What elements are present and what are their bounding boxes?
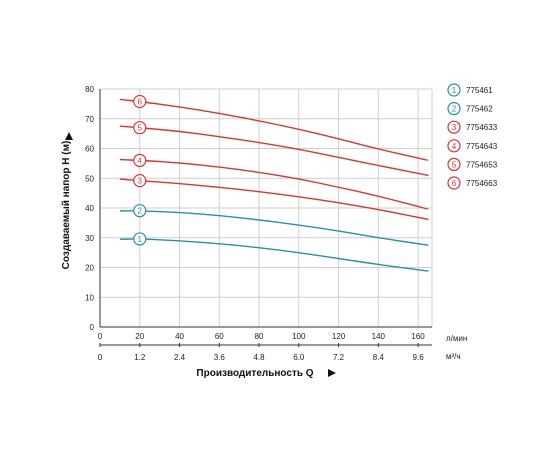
legend-entry-label: 7754633 — [466, 123, 498, 132]
x-tick-label: 140 — [372, 332, 386, 341]
legend-badge — [447, 176, 461, 190]
legend-badge-number: 6 — [452, 179, 457, 188]
x-tick-label: 120 — [332, 332, 346, 341]
legend-entry-label: 775462 — [466, 105, 493, 114]
y-tick-label: 80 — [85, 85, 94, 94]
grid — [100, 88, 433, 327]
y-tick-label: 60 — [85, 145, 94, 154]
series-line-775461 — [119, 238, 429, 272]
y-axis-title: Создаваемый напор H (м) — [61, 141, 72, 270]
x2-tick-label: 9.6 — [413, 353, 425, 362]
y-tick-label: 20 — [85, 264, 94, 273]
x-tick-label: 0 — [98, 332, 103, 341]
legend-entry-label: 775461 — [466, 86, 493, 95]
legend-badge — [447, 157, 461, 171]
legend-badge-number: 3 — [452, 123, 457, 132]
series-marker-number: 3 — [138, 177, 143, 186]
series-marker-badge — [133, 232, 147, 246]
axes: 0102030405060708000201.2402.4603.6804.81… — [61, 85, 467, 379]
legend-badge-number: 2 — [452, 105, 457, 114]
x2-tick-label: 1.2 — [134, 353, 146, 362]
series-marker-badge — [133, 174, 147, 188]
series-marker-number: 2 — [138, 207, 143, 216]
x2-tick-label: 2.4 — [174, 353, 186, 362]
x-axis-title: Производительность Q — [196, 368, 313, 379]
y-tick-label: 40 — [85, 204, 94, 213]
legend-badge — [447, 83, 461, 97]
x2-tick-label: 6.0 — [293, 353, 305, 362]
series-marker-number: 4 — [138, 156, 143, 165]
x2-tick-label: 7.2 — [333, 353, 345, 362]
series-lines: 1 2 3 4 5 6 — [119, 94, 429, 272]
series-marker-number: 6 — [138, 97, 143, 106]
legend-entry-label: 7754663 — [466, 179, 498, 188]
legend-badge-number: 5 — [452, 160, 457, 169]
x2-tick-label: 4.8 — [253, 353, 265, 362]
legend-badge-number: 1 — [452, 86, 457, 95]
x2-tick-label: 0 — [98, 353, 103, 362]
y-axis-arrow — [65, 132, 73, 140]
series-marker-badge — [133, 94, 147, 109]
x-axis-arrow — [328, 369, 336, 377]
legend: 1 775461 2 775462 3 7754633 4 7754643 5 7754653 6 7… — [447, 83, 498, 190]
y-tick-label: 10 — [85, 293, 94, 302]
legend-badge — [447, 139, 461, 153]
y-tick-label: 30 — [85, 234, 94, 243]
series-line-7754633 — [119, 178, 429, 220]
legend-entry-label: 7754653 — [466, 160, 498, 169]
series-line-7754643 — [119, 158, 429, 210]
x-tick-label: 60 — [215, 332, 224, 341]
x2-tick-label: 8.4 — [373, 353, 385, 362]
legend-entry-label: 7754643 — [466, 142, 498, 151]
y-tick-label: 70 — [85, 115, 94, 124]
y-tick-label: 50 — [85, 174, 94, 183]
legend-badge — [447, 101, 461, 116]
legend-badge-number: 4 — [452, 142, 457, 151]
x-tick-label: 80 — [255, 332, 264, 341]
x-tick-label: 20 — [135, 332, 144, 341]
x2-tick-label: 3.6 — [214, 353, 226, 362]
series-line-7754653 — [119, 125, 429, 176]
x-tick-label: 160 — [411, 332, 425, 341]
x-tick-label: 100 — [292, 332, 306, 341]
legend-badge — [447, 120, 461, 134]
x2-unit-label: м³/ч — [446, 352, 461, 361]
x-tick-label: 40 — [175, 332, 184, 341]
x-unit-label: л/мин — [446, 334, 467, 343]
series-marker-badge — [133, 121, 147, 135]
series-marker-number: 1 — [138, 235, 143, 244]
y-tick-label: 0 — [90, 323, 95, 332]
series-marker-badge — [133, 153, 147, 167]
series-marker-number: 5 — [138, 124, 143, 133]
series-marker-badge — [133, 204, 147, 218]
